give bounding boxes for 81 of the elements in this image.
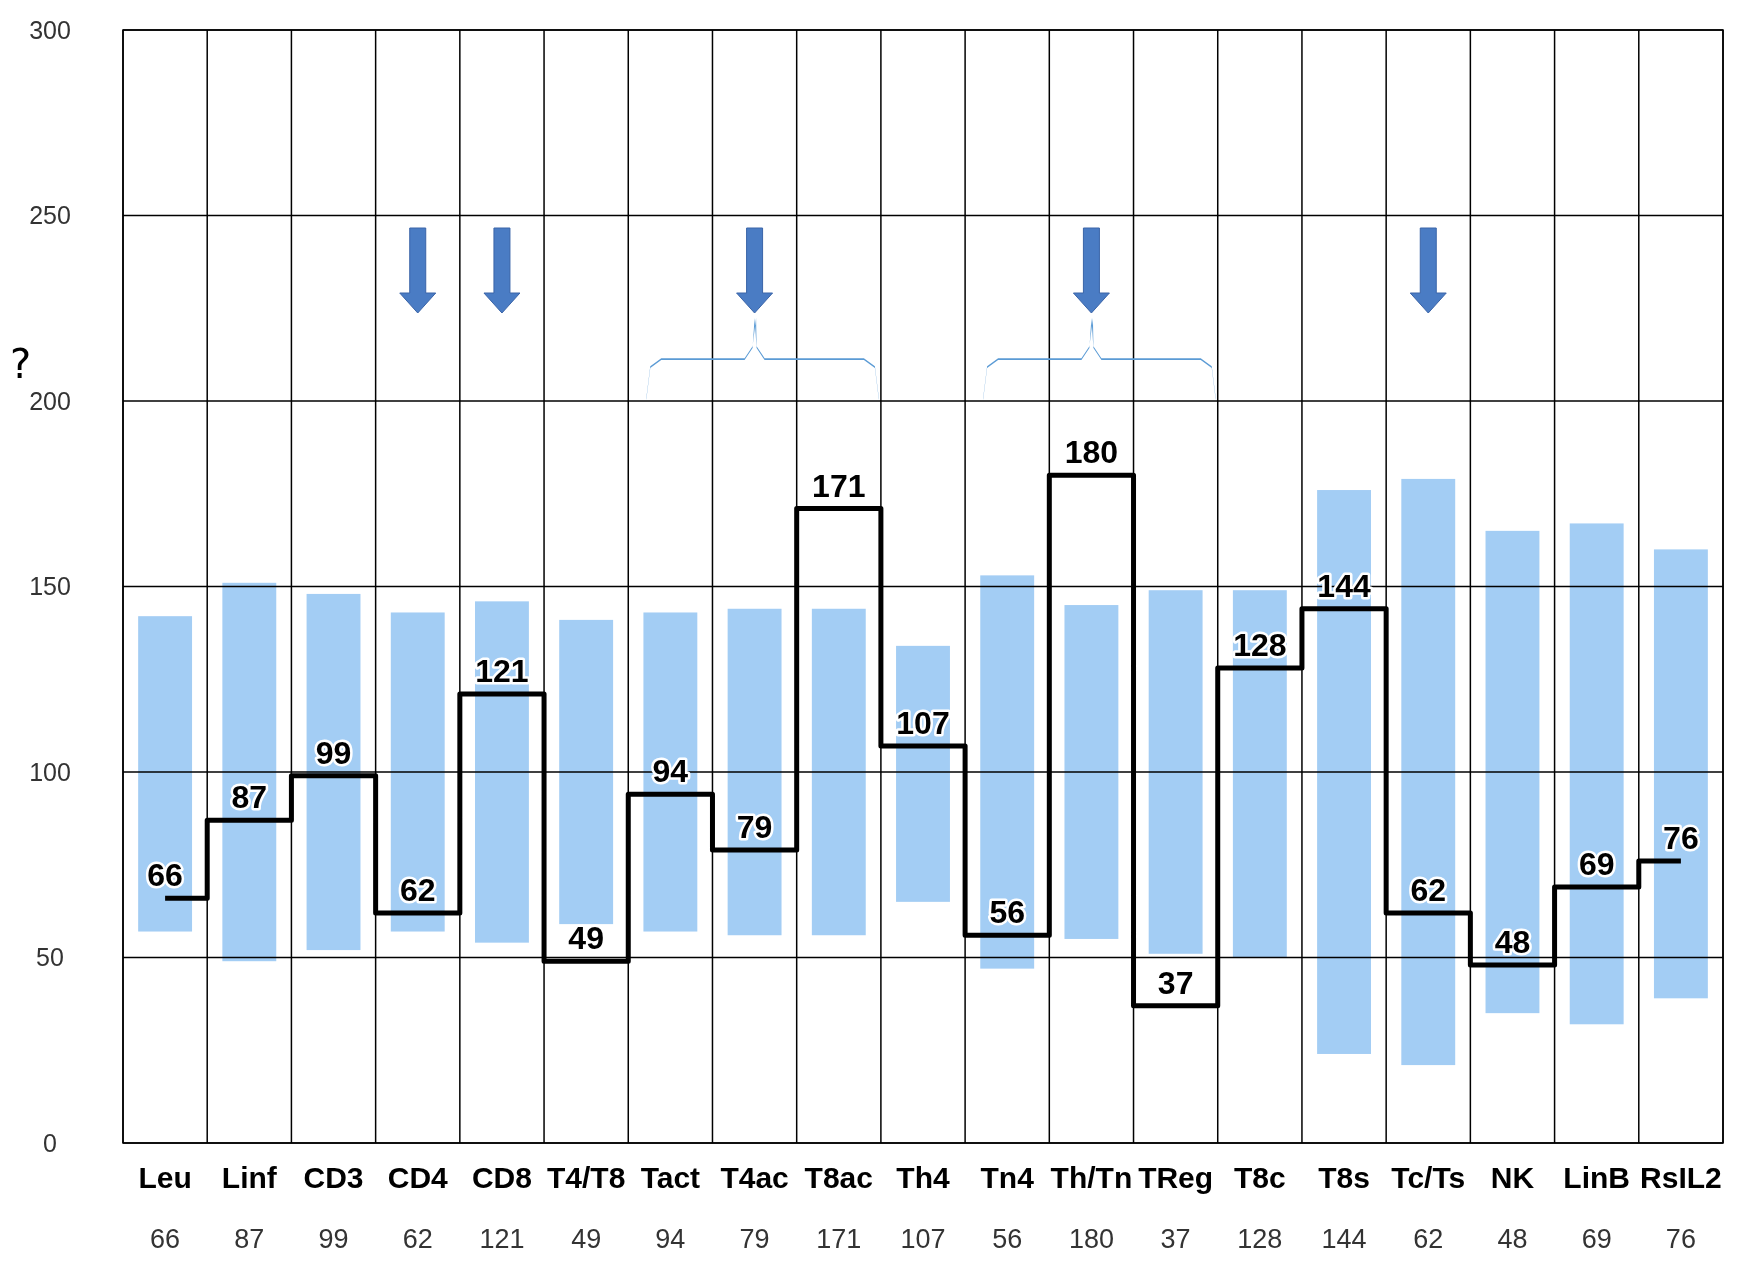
bar <box>138 616 193 932</box>
text: 48 <box>1494 923 1531 960</box>
bar <box>1569 523 1624 1025</box>
text: 79 <box>736 808 773 845</box>
text: 107 <box>896 705 950 742</box>
bar <box>559 619 614 925</box>
x-tick-label: Tn4 <box>980 1161 1035 1194</box>
bar <box>643 612 698 932</box>
data-label: 94 <box>655 1224 686 1254</box>
bar <box>475 601 529 943</box>
bar <box>222 582 277 962</box>
y-tick-label: 100 <box>29 757 71 786</box>
data-label: 171 <box>816 1224 862 1254</box>
text: 62 <box>399 871 436 908</box>
y-tick-label: 250 <box>29 201 71 230</box>
text: 69 <box>1578 846 1615 883</box>
data-label: 56 <box>992 1224 1023 1254</box>
bar <box>1232 590 1287 958</box>
text: 99 <box>315 734 352 771</box>
y-tick-label: 200 <box>29 386 71 415</box>
text: 49 <box>568 920 604 957</box>
bar <box>1148 590 1203 954</box>
text: 121 <box>475 653 529 690</box>
bar <box>1653 549 1708 999</box>
x-tick-label: Th/Tn <box>1050 1161 1133 1194</box>
x-tick-label: T4/T8 <box>546 1161 626 1194</box>
x-tick-label: Linf <box>221 1161 278 1194</box>
y-tick-label: 300 <box>29 15 71 44</box>
x-tick-label: Tact <box>640 1161 701 1194</box>
data-label: 180 <box>1068 1224 1114 1254</box>
data-label: 87 <box>234 1224 265 1254</box>
x-tick-label: Th4 <box>896 1161 950 1194</box>
bar <box>306 593 361 951</box>
bar <box>811 608 866 936</box>
x-tick-label: T8c <box>1233 1161 1286 1194</box>
data-label: 48 <box>1497 1224 1528 1254</box>
data-label: 76 <box>1665 1224 1696 1254</box>
data-label: 107 <box>900 1224 946 1254</box>
data-label: 121 <box>479 1224 525 1254</box>
data-label: 128 <box>1237 1224 1283 1254</box>
data-label: 79 <box>739 1224 770 1254</box>
data-label: 69 <box>1581 1224 1612 1254</box>
bar <box>1401 478 1456 1066</box>
data-label: 49 <box>571 1224 602 1254</box>
data-label: 99 <box>318 1224 349 1254</box>
y-tick-label: 50 <box>36 943 64 972</box>
x-tick-label: T8s <box>1318 1161 1370 1194</box>
data-label: 62 <box>1413 1224 1444 1254</box>
bar <box>1485 530 1540 1014</box>
data-label: 66 <box>150 1224 181 1254</box>
data-label: 62 <box>402 1224 433 1254</box>
y-tick-label: 150 <box>29 572 71 601</box>
text: ? <box>10 341 32 387</box>
x-tick-label: LinB <box>1563 1161 1631 1194</box>
y-tick-label: 0 <box>43 1128 57 1157</box>
x-tick-label: T8ac <box>804 1161 873 1194</box>
x-tick-label: CD4 <box>387 1161 449 1194</box>
text: 62 <box>1410 871 1447 908</box>
x-tick-label: Leu <box>138 1161 192 1194</box>
bar <box>1317 490 1371 1054</box>
bar <box>390 612 445 932</box>
bar <box>1064 605 1119 939</box>
text: 87 <box>231 779 268 816</box>
text: 180 <box>1064 434 1119 471</box>
text: 128 <box>1233 627 1287 664</box>
bar <box>980 575 1035 969</box>
data-label: 144 <box>1321 1224 1367 1254</box>
x-tick-label: TReg <box>1138 1161 1214 1194</box>
bar <box>727 608 782 936</box>
x-tick-label: Tc/Ts <box>1391 1161 1466 1194</box>
text: 37 <box>1157 964 1194 1001</box>
text: 66 <box>147 857 183 894</box>
x-tick-label: T4ac <box>720 1161 789 1194</box>
text: 56 <box>989 894 1026 931</box>
x-tick-label: CD3 <box>303 1161 364 1194</box>
x-tick-label: NK <box>1490 1161 1535 1194</box>
data-label: 37 <box>1160 1224 1191 1254</box>
text: 76 <box>1663 820 1699 857</box>
text: 171 <box>812 467 866 504</box>
x-tick-label: CD8 <box>471 1161 532 1194</box>
x-tick-label: RsIL2 <box>1640 1161 1722 1194</box>
